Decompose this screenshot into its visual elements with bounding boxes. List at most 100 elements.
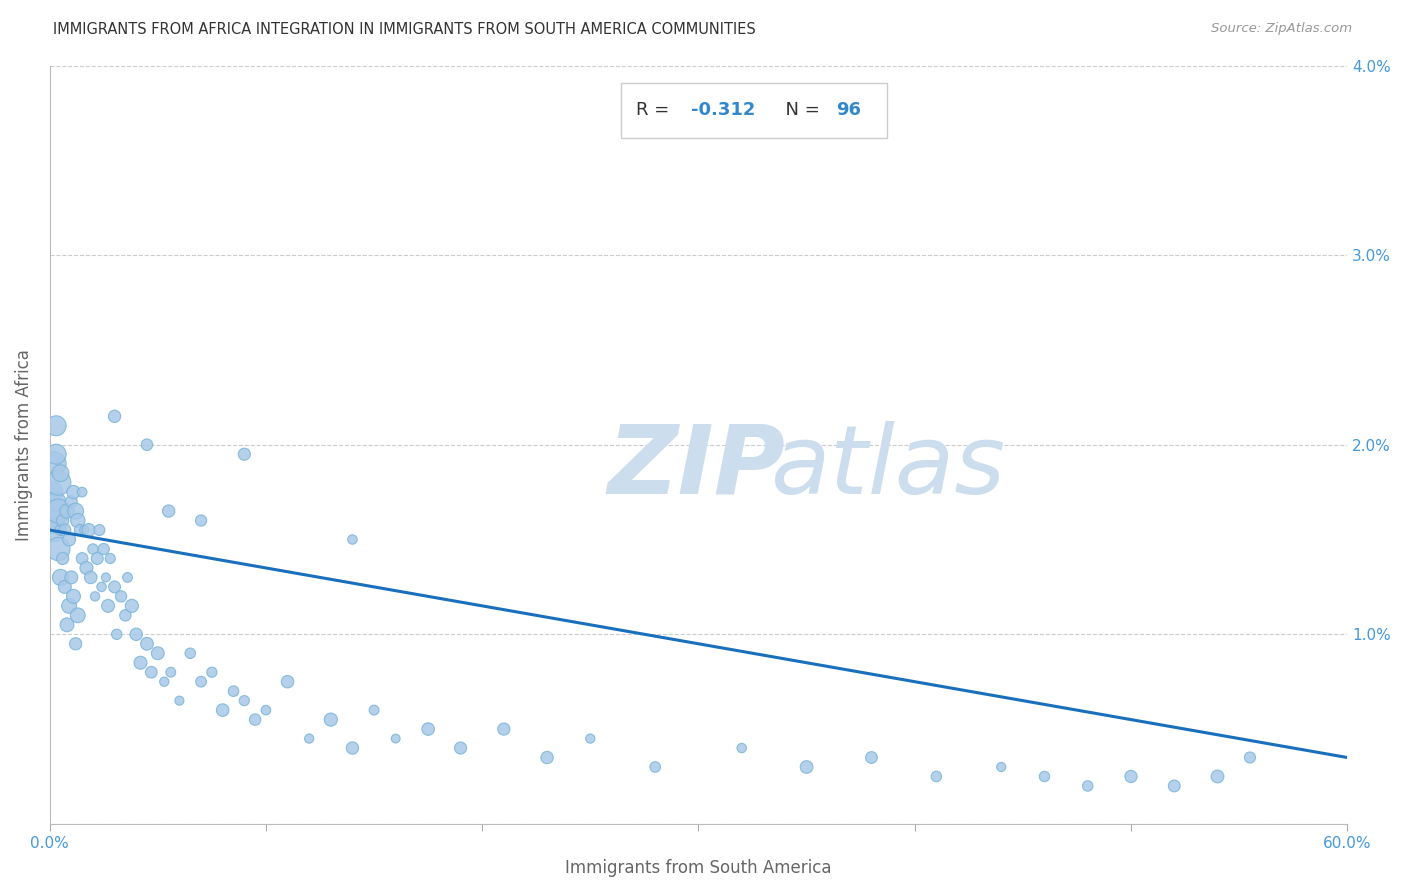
Point — [159, 665, 181, 680]
Point — [58, 599, 80, 613]
Point — [146, 646, 169, 660]
Point — [117, 570, 139, 584]
Point — [190, 674, 212, 689]
Point — [342, 533, 364, 547]
Point — [125, 627, 148, 641]
Point — [243, 713, 266, 727]
Point — [97, 599, 120, 613]
Point — [342, 741, 364, 756]
Point — [66, 514, 89, 528]
Point — [70, 551, 93, 566]
Point — [384, 731, 406, 746]
Point — [103, 580, 125, 594]
Point — [46, 475, 69, 490]
Point — [731, 741, 754, 756]
Point — [80, 570, 103, 584]
Point — [1206, 769, 1229, 783]
Point — [94, 570, 117, 584]
Point — [60, 570, 83, 584]
Point — [129, 656, 152, 670]
Text: 96: 96 — [837, 102, 860, 120]
Text: IMMIGRANTS FROM AFRICA INTEGRATION IN IMMIGRANTS FROM SOUTH AMERICA COMMUNITIES: IMMIGRANTS FROM AFRICA INTEGRATION IN IM… — [53, 22, 756, 37]
Point — [53, 523, 76, 537]
Point — [860, 750, 883, 764]
Point — [579, 731, 602, 746]
Point — [42, 523, 65, 537]
Point — [1239, 750, 1261, 764]
Point — [153, 674, 176, 689]
Point — [45, 418, 67, 433]
Point — [141, 665, 163, 680]
Point — [190, 514, 212, 528]
Point — [65, 637, 87, 651]
Point — [46, 504, 69, 518]
Point — [93, 541, 115, 556]
Point — [1077, 779, 1099, 793]
Y-axis label: Immigrants from Africa: Immigrants from Africa — [15, 349, 32, 541]
Point — [114, 608, 136, 623]
Point — [77, 523, 100, 537]
Point — [65, 504, 87, 518]
Point — [69, 523, 91, 537]
Point — [49, 570, 72, 584]
Point — [45, 494, 67, 508]
Point — [136, 637, 159, 651]
Point — [1119, 769, 1142, 783]
Point — [41, 514, 63, 528]
Point — [105, 627, 128, 641]
Point — [233, 447, 256, 461]
Point — [418, 722, 440, 736]
Point — [277, 674, 299, 689]
Point — [796, 760, 818, 774]
Point — [179, 646, 201, 660]
Point — [70, 485, 93, 500]
Point — [233, 693, 256, 707]
Text: Source: ZipAtlas.com: Source: ZipAtlas.com — [1212, 22, 1353, 36]
Point — [211, 703, 233, 717]
Point — [60, 494, 83, 508]
Point — [52, 514, 75, 528]
Text: ZIP: ZIP — [607, 421, 786, 514]
Point — [56, 504, 79, 518]
Point — [98, 551, 121, 566]
Point — [121, 599, 143, 613]
Point — [62, 485, 84, 500]
Point — [1033, 769, 1056, 783]
Text: -0.312: -0.312 — [690, 102, 755, 120]
Point — [492, 722, 515, 736]
Point — [45, 447, 67, 461]
Point — [157, 504, 180, 518]
Point — [136, 438, 159, 452]
Point — [1163, 779, 1185, 793]
Point — [990, 760, 1012, 774]
Point — [86, 551, 108, 566]
Point — [82, 541, 104, 556]
Text: atlas: atlas — [770, 421, 1005, 514]
Point — [42, 457, 65, 471]
Point — [450, 741, 472, 756]
Point — [169, 693, 191, 707]
Point — [201, 665, 224, 680]
Point — [41, 485, 63, 500]
Point — [110, 590, 132, 604]
Point — [53, 580, 76, 594]
Point — [319, 713, 342, 727]
Point — [222, 684, 245, 698]
Point — [49, 466, 72, 480]
Text: N =: N = — [773, 102, 825, 120]
Point — [49, 523, 72, 537]
Point — [52, 551, 75, 566]
Text: R =: R = — [636, 102, 675, 120]
Point — [75, 561, 97, 575]
Point — [90, 580, 112, 594]
Point — [536, 750, 558, 764]
X-axis label: Immigrants from South America: Immigrants from South America — [565, 859, 832, 877]
Point — [66, 608, 89, 623]
FancyBboxPatch shape — [620, 83, 887, 137]
Point — [103, 409, 125, 424]
Point — [925, 769, 948, 783]
Point — [254, 703, 277, 717]
Point — [58, 533, 80, 547]
Point — [73, 523, 96, 537]
Point — [89, 523, 111, 537]
